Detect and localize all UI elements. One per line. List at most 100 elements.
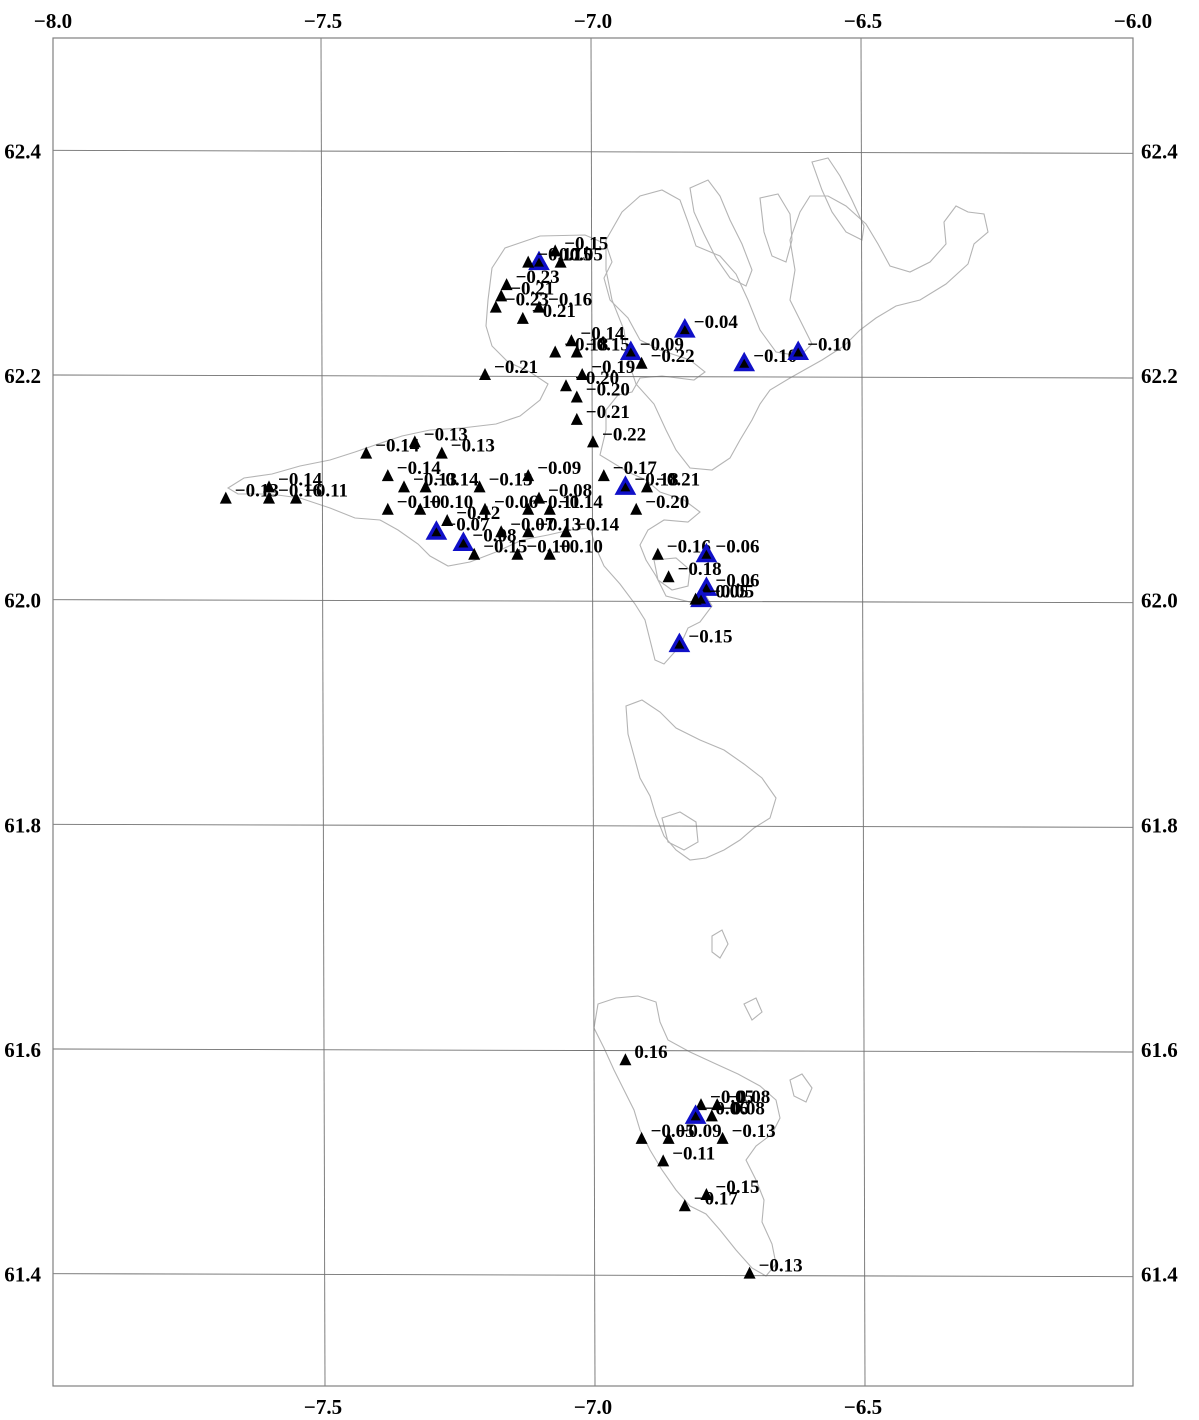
- coastline: [661, 811, 699, 851]
- station-marker: −0.20: [630, 492, 689, 515]
- station-triangle: [381, 502, 394, 515]
- station-marker: −0.14: [360, 436, 420, 459]
- station-value-label: −0.14: [278, 469, 323, 490]
- station-triangle: [743, 1266, 756, 1279]
- station-value-label: −0.23: [516, 267, 560, 288]
- station-marker: −0.15: [549, 233, 608, 257]
- station-value-label: −0.05: [710, 582, 754, 603]
- station-value-label: −0.13: [759, 1256, 803, 1277]
- station-value-label: −0.20: [575, 368, 619, 389]
- highlighted-station-marker: −0.10: [787, 335, 851, 361]
- coastline: [789, 1073, 813, 1103]
- coastline: [605, 189, 989, 471]
- station-triangle-inner: [674, 639, 685, 649]
- station-value-label: −0.13: [537, 514, 581, 535]
- station-marker: −0.08: [705, 1098, 765, 1122]
- station-triangle: [360, 446, 373, 459]
- station-triangle: [495, 525, 508, 538]
- coastline: [811, 157, 865, 241]
- lon-tick-label-bottom: −7.0: [574, 1395, 612, 1419]
- station-value-label: −0.11: [672, 1143, 715, 1164]
- lon-tick-label-top: −8.0: [34, 9, 72, 33]
- station-triangle: [549, 345, 562, 358]
- station-value-label: −0.04: [694, 312, 739, 333]
- station-triangle: [500, 278, 513, 291]
- station-marker: −0.14: [565, 323, 625, 347]
- station-triangle: [468, 547, 481, 560]
- station-marker: −0.16: [263, 481, 322, 504]
- station-marker: −0.13: [743, 1256, 803, 1279]
- station-triangle: [711, 1098, 724, 1111]
- station-value-label: −0.10: [429, 492, 473, 513]
- station-triangle-inner: [458, 538, 469, 548]
- station-marker: −0.15: [700, 1177, 759, 1201]
- station-triangle: [489, 300, 502, 313]
- meridian-line: [590, 37, 596, 1387]
- station-marker: −0.14: [543, 492, 603, 515]
- station-value-label: −0.22: [602, 424, 646, 445]
- lat-tick-label-left: 61.4: [4, 1263, 41, 1287]
- station-value-label: −0.17: [537, 245, 582, 266]
- station-marker: −0.16: [533, 290, 592, 313]
- station-value-label: −0.08: [721, 1098, 765, 1119]
- station-marker: −0.10: [414, 492, 473, 515]
- station-triangle-inner: [679, 325, 690, 335]
- station-marker: −0.10: [511, 537, 570, 560]
- coastline: [743, 997, 763, 1021]
- station-value-label: 0.16: [634, 1042, 667, 1063]
- station-triangle: [576, 368, 589, 380]
- station-marker: −0.05: [635, 1121, 695, 1144]
- station-triangle: [435, 446, 448, 459]
- station-value-label: −0.06: [715, 570, 759, 591]
- station-value-label: −0.13: [732, 1121, 776, 1142]
- coastline: [689, 179, 753, 287]
- station-marker: −0.17: [597, 458, 657, 482]
- lat-tick-label-right: 62.4: [1141, 139, 1178, 163]
- station-triangle-inner: [739, 358, 750, 368]
- station-value-label: 0.05: [570, 245, 603, 266]
- station-value-label: −0.16: [667, 537, 711, 558]
- coastline: [653, 557, 691, 591]
- station-marker: −0.21: [495, 278, 554, 302]
- station-value-label: −0.09: [678, 1121, 722, 1142]
- lat-tick-label-left: 61.8: [4, 813, 41, 837]
- station-marker: −0.14: [560, 514, 620, 538]
- station-marker: −0.09: [662, 1121, 722, 1144]
- station-triangle: [641, 480, 653, 493]
- station-value-label: −0.08: [726, 1087, 770, 1108]
- coastline: [593, 995, 781, 1277]
- station-value-label: −0.09: [537, 458, 581, 479]
- station-value-label: −0.15: [564, 233, 608, 254]
- station-marker: −0.08: [711, 1087, 770, 1111]
- station-triangle-inner: [690, 1111, 701, 1121]
- station-value-label: −0.14: [580, 323, 625, 344]
- station-marker: −0.13: [522, 514, 581, 538]
- station-value-label: −0.05: [710, 1087, 754, 1108]
- station-marker: −0.14: [381, 458, 441, 482]
- coastline: [759, 193, 793, 263]
- station-triangle: [543, 547, 556, 560]
- highlighted-station-marker: −0.04: [673, 312, 739, 338]
- station-triangle: [419, 480, 432, 493]
- station-value-label: −0.08: [548, 481, 592, 502]
- station-triangle: [716, 1131, 729, 1144]
- station-triangle: [522, 255, 535, 268]
- station-value-label: −0.16: [278, 481, 322, 502]
- station-marker: −0.21: [479, 357, 538, 380]
- station-triangle-inner: [625, 347, 636, 357]
- station-marker: −0.12: [441, 503, 500, 527]
- station-triangle: [662, 1131, 675, 1144]
- lat-tick-label-left: 62.2: [4, 364, 41, 388]
- lat-tick-label-right: 62.0: [1141, 589, 1178, 613]
- parallel-line: [52, 599, 1134, 604]
- highlighted-station-marker: −0.06: [695, 537, 759, 563]
- graticule: [52, 37, 1134, 1387]
- station-triangle-inner: [431, 527, 442, 537]
- station-marker: −0.11: [290, 481, 348, 504]
- station-value-label: −0.15: [688, 627, 732, 648]
- coastline: [625, 699, 777, 861]
- lon-tick-label-top: −6.0: [1114, 9, 1152, 33]
- station-triangle: [554, 255, 567, 268]
- station-marker: −0.10: [381, 492, 441, 515]
- station-value-label: −0.12: [456, 503, 500, 524]
